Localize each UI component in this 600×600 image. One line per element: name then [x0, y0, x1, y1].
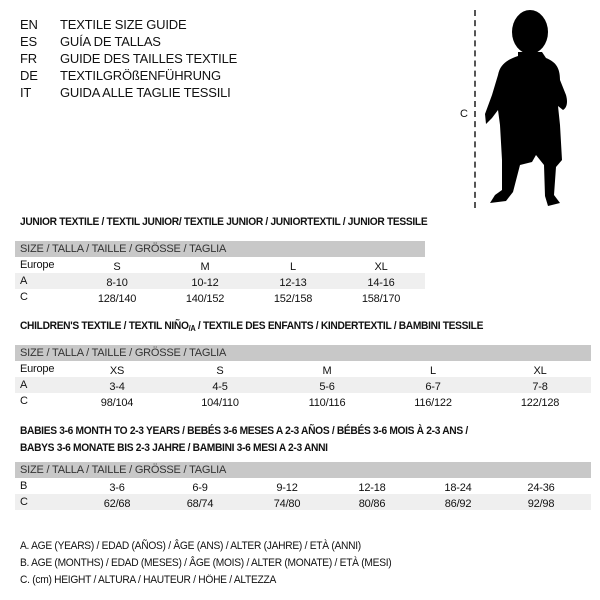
table-cell: 7-8 — [532, 381, 548, 393]
language-code: IT — [20, 85, 32, 100]
language-row: IT GUIDA ALLE TAGLIE TESSILI — [20, 84, 320, 101]
language-code: FR — [20, 51, 37, 66]
language-row: ES GUÍA DE TALLAS — [20, 33, 320, 50]
table-cell: 12-13 — [279, 277, 307, 289]
table-cell: 92/98 — [527, 498, 555, 510]
table-row: C 98/104 104/110 110/116 116/122 122/128 — [15, 393, 591, 409]
row-label: Europe — [20, 363, 55, 375]
table-cell: 5-6 — [319, 381, 335, 393]
junior-title: JUNIOR TEXTILE / TEXTIL JUNIOR/ TEXTILE … — [20, 216, 428, 228]
table-cell: 3-4 — [109, 381, 125, 393]
table-cell: 104/110 — [201, 397, 239, 409]
table-cell: 158/170 — [361, 293, 401, 305]
table-cell: 62/68 — [103, 498, 131, 510]
child-silhouette-icon — [485, 10, 567, 206]
language-row: EN TEXTILE SIZE GUIDE — [20, 16, 320, 33]
table-row: A 8-10 10-12 12-13 14-16 — [15, 273, 425, 289]
language-code: EN — [20, 17, 38, 32]
language-title: TEXTILE SIZE GUIDE — [60, 17, 187, 32]
table-cell: 110/116 — [308, 397, 346, 409]
children-size-table: SIZE / TALLA / TAILLE / GRÖSSE / TAGLIA E… — [15, 345, 591, 409]
table-cell: 140/152 — [185, 293, 225, 305]
table-cell: 10-12 — [191, 277, 219, 289]
language-row: DE TEXTILGRÖßENFÜHRUNG — [20, 67, 320, 84]
row-label: C — [20, 395, 28, 407]
junior-size-table: SIZE / TALLA / TAILLE / GRÖSSE / TAGLIA E… — [15, 241, 425, 305]
table-cell: 9-12 — [276, 482, 298, 494]
table-cell: 8-10 — [106, 277, 128, 289]
table-cell: 122/128 — [520, 397, 560, 409]
children-title-subscript: /A — [188, 324, 196, 333]
table-cell: 152/158 — [273, 293, 313, 305]
table-header: SIZE / TALLA / TAILLE / GRÖSSE / TAGLIA — [15, 241, 425, 257]
height-label: C — [460, 108, 468, 120]
babies-size-table: SIZE / TALLA / TAILLE / GRÖSSE / TAGLIA B… — [15, 462, 591, 510]
language-list: EN TEXTILE SIZE GUIDE ES GUÍA DE TALLAS FR GU… — [20, 16, 320, 106]
table-cell: M — [200, 261, 210, 273]
children-title-main: CHILDREN'S TEXTILE / TEXTIL NIÑO — [20, 320, 189, 332]
row-label: B — [20, 480, 28, 492]
table-header: SIZE / TALLA / TAILLE / GRÖSSE / TAGLIA — [15, 345, 591, 361]
table-cell: 128/140 — [97, 293, 137, 305]
legend-b: B. AGE (MONTHS) / EDAD (MESES) / ÂGE (MO… — [20, 557, 392, 569]
table-cell: 116/122 — [414, 397, 452, 409]
table-cell: 24-36 — [527, 482, 555, 494]
table-cell: S — [216, 365, 224, 377]
table-row: B 3-6 6-9 9-12 12-18 18-24 24-36 — [15, 478, 591, 494]
row-label: A — [20, 275, 28, 287]
legend-a: A. AGE (YEARS) / EDAD (AÑOS) / ÂGE (ANS)… — [20, 540, 361, 552]
header-label: SIZE / TALLA / TAILLE / GRÖSSE / TAGLIA — [20, 243, 227, 255]
table-cell: 14-16 — [367, 277, 395, 289]
table-cell: 6-9 — [192, 482, 208, 494]
row-label: Europe — [20, 259, 55, 271]
table-header: SIZE / TALLA / TAILLE / GRÖSSE / TAGLIA — [15, 462, 591, 478]
language-code: ES — [20, 34, 37, 49]
children-title-rest: / TEXTILE DES ENFANTS / KINDERTEXTIL / B… — [195, 320, 484, 332]
row-label: A — [20, 379, 28, 391]
language-row: FR GUIDE DES TAILLES TEXTILE — [20, 50, 320, 67]
table-cell: XL — [533, 365, 547, 377]
table-cell: 80/86 — [358, 498, 386, 510]
language-title: TEXTILGRÖßENFÜHRUNG — [60, 68, 221, 83]
language-code: DE — [20, 68, 38, 83]
table-cell: 74/80 — [273, 498, 301, 510]
table-cell: 18-24 — [444, 482, 472, 494]
height-dashed-line — [474, 10, 476, 208]
table-cell: 68/74 — [186, 498, 214, 510]
table-cell: S — [113, 261, 121, 273]
table-row: C 62/68 68/74 74/80 80/86 86/92 92/98 — [15, 494, 591, 510]
table-cell: 12-18 — [358, 482, 386, 494]
header-label: SIZE / TALLA / TAILLE / GRÖSSE / TAGLIA — [20, 464, 227, 476]
babies-title-line1: BABIES 3-6 MONTH TO 2-3 YEARS / BEBÉS 3-… — [20, 425, 468, 437]
table-cell: M — [322, 365, 332, 377]
legend-c: C. (cm) HEIGHT / ALTURA / HAUTEUR / HÖHE… — [20, 574, 277, 586]
language-title: GUIDA ALLE TAGLIE TESSILI — [60, 85, 231, 100]
table-row: C 128/140 140/152 152/158 158/170 — [15, 289, 425, 305]
table-cell: 86/92 — [444, 498, 472, 510]
table-cell: 3-6 — [109, 482, 125, 494]
table-row: A 3-4 4-5 5-6 6-7 7-8 — [15, 377, 591, 393]
table-cell: 6-7 — [425, 381, 441, 393]
row-label: C — [20, 291, 28, 303]
table-cell: XL — [374, 261, 388, 273]
header-label: SIZE / TALLA / TAILLE / GRÖSSE / TAGLIA — [20, 347, 227, 359]
height-figure: C — [450, 0, 600, 215]
table-row: Europe XS S M L XL — [15, 361, 591, 377]
table-cell: 4-5 — [212, 381, 228, 393]
table-row: Europe S M L XL — [15, 257, 425, 273]
language-title: GUÍA DE TALLAS — [60, 34, 161, 49]
table-cell: XS — [109, 365, 125, 377]
babies-title-line2: BABYS 3-6 MONATE BIS 2-3 JAHRE / BAMBINI… — [20, 442, 328, 454]
language-title: GUIDE DES TAILLES TEXTILE — [60, 51, 238, 66]
table-cell: L — [290, 261, 296, 273]
children-title: CHILDREN'S TEXTILE / TEXTIL NIÑO/A / TEX… — [20, 320, 483, 333]
row-label: C — [20, 496, 28, 508]
table-cell: L — [430, 365, 436, 377]
table-cell: 98/104 — [100, 397, 134, 409]
